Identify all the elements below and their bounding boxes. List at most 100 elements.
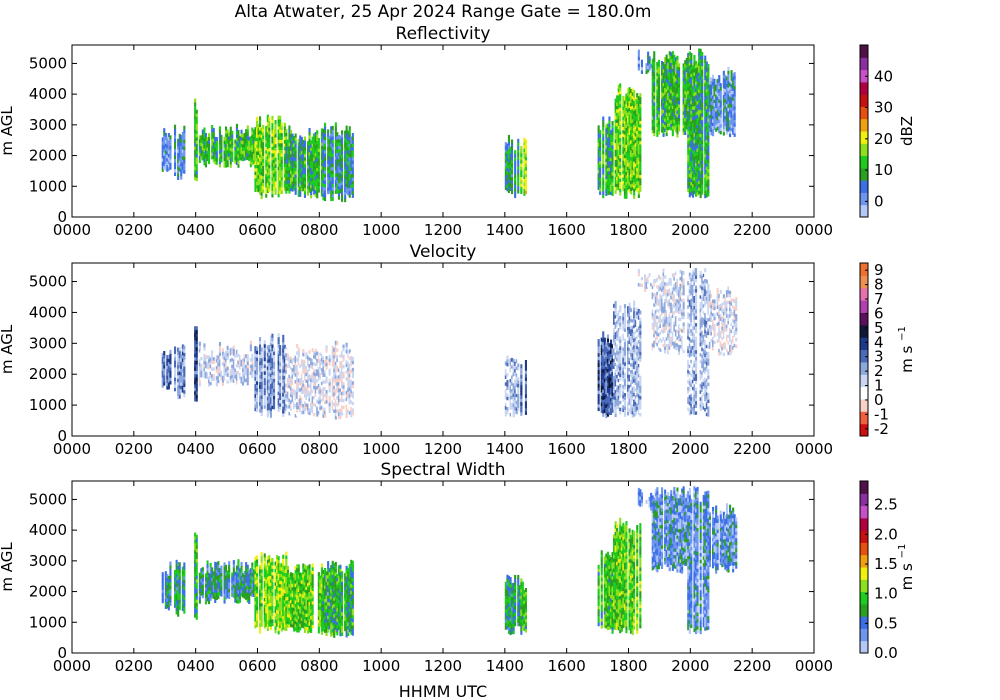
echo-cell (254, 373, 257, 378)
echo-cell (602, 133, 605, 138)
echo-cell (277, 189, 280, 194)
echo-cell (668, 108, 671, 113)
echo-cell (517, 145, 520, 150)
echo-cell (707, 141, 710, 146)
echo-cell (178, 394, 181, 399)
echo-cell (201, 156, 204, 161)
echo-cell (651, 99, 654, 103)
echo-cell (705, 176, 708, 181)
echo-cell (656, 105, 659, 110)
echo-cell (228, 135, 231, 140)
echo-cell (319, 379, 322, 384)
echo-cell (330, 180, 333, 185)
echo-cell (228, 152, 231, 157)
echo-cell (307, 144, 310, 149)
echo-cell (645, 66, 648, 71)
echo-cell (698, 88, 701, 93)
echo-cell (206, 365, 209, 369)
echo-cell (674, 80, 677, 85)
echo-cell (631, 162, 634, 167)
echo-cell (277, 340, 280, 345)
echo-cell (617, 98, 620, 103)
echo-cell (310, 153, 313, 158)
echo-cell (290, 153, 293, 158)
echo-cell (297, 384, 300, 389)
echo-cell (195, 123, 198, 128)
echo-cell (639, 96, 642, 101)
echo-cell (319, 409, 322, 414)
echo-cell (616, 152, 619, 157)
echo-cell (277, 159, 280, 164)
echo-cell (314, 396, 317, 401)
echo-cell (254, 177, 257, 182)
echo-cell (293, 361, 296, 365)
echo-cell (599, 187, 602, 192)
echo-cell (271, 146, 274, 151)
echo-cell (313, 375, 316, 379)
echo-cell (311, 399, 314, 404)
echo-cell (316, 412, 319, 417)
echo-cell (240, 372, 243, 377)
echo-cell (167, 153, 170, 158)
echo-cell (727, 114, 730, 119)
echo-cell (699, 190, 702, 195)
echo-cell (256, 120, 259, 125)
echo-cell (328, 182, 331, 187)
echo-cell (327, 129, 330, 134)
echo-cell (719, 93, 722, 98)
echo-cell (203, 360, 206, 365)
echo-cell (351, 166, 354, 171)
echo-cell (271, 173, 274, 178)
echo-cell (656, 78, 659, 83)
echo-cell (217, 358, 220, 363)
echo-cell (256, 377, 259, 382)
echo-cell (254, 188, 257, 192)
echo-cell (308, 394, 311, 399)
echo-cell (671, 64, 674, 69)
echo-cell (671, 81, 674, 86)
echo-cell (712, 105, 715, 110)
echo-cell (288, 374, 291, 379)
echo-cell (688, 68, 691, 73)
echo-cell (647, 61, 650, 66)
echo-cell (291, 184, 294, 189)
echo-cell (628, 107, 631, 112)
echo-cell (639, 157, 642, 162)
echo-cell (271, 159, 274, 164)
echo-cell (252, 156, 255, 161)
echo-cell (691, 105, 694, 110)
echo-cell (308, 373, 311, 378)
echo-cell (634, 112, 637, 117)
echo-cell (327, 176, 330, 181)
echo-cell (214, 143, 217, 148)
echo-cell (286, 384, 289, 389)
echo-cell (317, 175, 320, 180)
echo-cell (317, 390, 320, 395)
echo-cell (517, 169, 520, 174)
echo-cell (299, 397, 302, 402)
echo-cell (195, 336, 198, 341)
echo-cell (690, 83, 693, 88)
echo-cell (268, 171, 271, 176)
echo-cell (605, 188, 608, 193)
echo-cell (293, 398, 296, 403)
echo-cell (622, 119, 625, 124)
echo-cell (200, 356, 203, 361)
echo-cell (246, 128, 249, 133)
echo-cell (712, 132, 715, 137)
echo-cell (344, 198, 347, 203)
echo-cell (637, 102, 640, 107)
echo-cell (296, 371, 299, 376)
echo-cell (712, 84, 715, 89)
echo-cell (291, 187, 294, 192)
echo-cell (288, 182, 291, 187)
echo-cell (507, 162, 510, 166)
echo-cell (257, 181, 260, 186)
echo-cell (262, 131, 265, 136)
echo-cell (688, 149, 691, 154)
echo-cell (294, 167, 297, 172)
echo-cell (206, 150, 209, 155)
echo-cell (331, 132, 334, 137)
echo-cell (169, 380, 172, 385)
echo-cell (194, 105, 197, 110)
